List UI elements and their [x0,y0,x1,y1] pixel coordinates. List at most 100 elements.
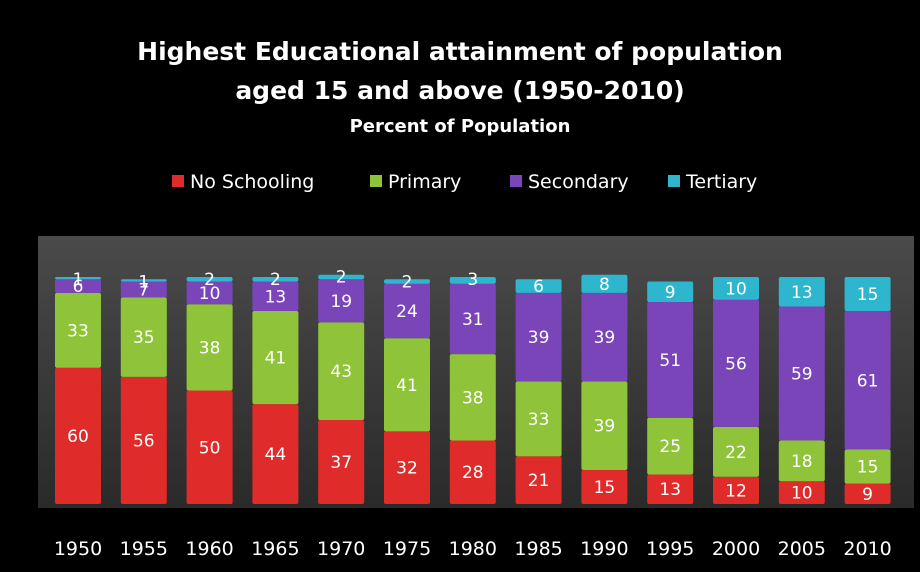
legend-swatch-tertiary [668,175,680,187]
bar-tertiary-1960 [186,277,233,282]
data-label-primary-1950: 33 [67,321,89,341]
data-label-tertiary-1985: 6 [533,277,544,297]
bar-secondary-1965 [252,281,299,312]
bar-primary-1960 [186,304,233,391]
data-label-secondary-2005: 59 [791,364,813,384]
data-label-primary-1985: 33 [528,410,550,430]
bar-secondary-1990 [581,292,628,382]
data-label-secondary-1980: 31 [462,310,484,330]
x-axis-ticks: 1950 1955 1960 1965 1970 1975 1980 1985 1990 1995… [54,538,892,560]
chart-title-line2: aged 15 and above (1950-2010) [235,76,684,105]
bar-no-schooling-2010 [844,483,891,504]
bar-secondary-1980 [449,283,496,355]
data-label-no-schooling-1975: 32 [396,459,418,479]
bar-no-schooling-1960 [186,390,233,504]
bar-no-schooling-1965 [252,404,299,504]
bar-tertiary-1950 [55,277,101,280]
data-label-primary-1980: 38 [462,388,484,408]
legend-item-no-schooling: No Schooling [172,171,314,193]
data-label-primary-2000: 22 [725,443,747,463]
data-label-tertiary-1980: 3 [467,270,478,290]
legend-label-tertiary: Tertiary [685,171,757,193]
data-label-secondary-1960: 10 [199,284,221,304]
x-tick-1975: 1975 [383,538,431,560]
bar-secondary-1960 [186,281,233,305]
data-label-secondary-1950: 6 [73,277,84,297]
x-tick-2005: 2005 [778,538,826,560]
bar-no-schooling-1955 [120,376,167,504]
data-label-primary-1965: 41 [265,349,287,369]
data-label-no-schooling-2000: 12 [725,481,747,501]
bar-primary-1980 [449,354,496,441]
data-label-secondary-1995: 51 [659,351,681,371]
data-label-no-schooling-1960: 50 [199,438,221,458]
data-label-no-schooling-1980: 28 [462,463,484,483]
legend-swatch-secondary [510,175,522,187]
data-label-tertiary-2010: 15 [857,285,879,305]
data-label-tertiary-1970: 2 [336,268,347,288]
x-tick-1960: 1960 [185,538,233,560]
data-label-primary-1955: 35 [133,328,155,348]
data-label-tertiary-1990: 8 [599,275,610,295]
x-tick-1990: 1990 [580,538,628,560]
legend-item-primary: Primary [370,171,461,193]
data-label-tertiary-1960: 2 [204,270,215,290]
bar-tertiary-2010 [844,277,891,312]
bar-primary-1995 [647,417,694,475]
legend-item-secondary: Secondary [510,171,629,193]
bar-tertiary-2000 [713,277,759,300]
legend-label-primary: Primary [388,171,461,193]
bars: 6033615635715038102444113237431923241242… [55,268,891,505]
bar-primary-1955 [120,297,167,377]
bar-secondary-1970 [318,279,365,323]
bar-no-schooling-1975 [384,431,430,504]
bar-secondary-1995 [647,301,694,418]
data-label-secondary-1970: 19 [330,292,352,312]
data-label-no-schooling-1970: 37 [330,453,352,473]
bar-secondary-2010 [844,311,891,450]
data-label-tertiary-1950: 1 [73,270,84,290]
data-label-primary-1970: 43 [330,362,352,382]
data-label-no-schooling-2010: 9 [862,485,873,505]
x-tick-1985: 1985 [514,538,562,560]
bar-primary-2000 [713,426,759,477]
bar-no-schooling-2005 [778,481,825,504]
bar-tertiary-1985 [515,279,562,293]
bar-no-schooling-1985 [515,456,562,504]
x-tick-2010: 2010 [843,538,891,560]
data-label-no-schooling-1950: 60 [67,427,89,447]
data-label-no-schooling-1955: 56 [133,431,155,451]
legend-label-secondary: Secondary [528,171,629,193]
bar-no-schooling-1950 [55,367,101,504]
data-label-tertiary-1995: 9 [665,283,676,303]
data-label-primary-1960: 38 [199,338,221,358]
bar-primary-1970 [318,322,365,421]
bar-secondary-1975 [384,283,430,339]
bar-primary-2005 [778,440,825,482]
bar-tertiary-1995 [647,281,694,302]
bar-tertiary-1970 [318,274,365,280]
bar-tertiary-1955 [120,279,167,282]
data-label-secondary-1975: 24 [396,302,418,322]
bar-secondary-1985 [515,292,562,382]
bar-primary-1990 [581,381,628,470]
x-tick-1970: 1970 [317,538,365,560]
chart-title: Highest Educational attainment of popula… [137,37,783,66]
data-label-tertiary-1975: 2 [402,272,413,292]
bar-primary-2010 [844,449,891,484]
data-label-no-schooling-2005: 10 [791,484,813,504]
data-label-tertiary-1965: 2 [270,270,281,290]
data-label-primary-1990: 39 [594,417,616,437]
x-tick-1950: 1950 [54,538,102,560]
data-label-primary-1995: 25 [659,437,681,457]
bar-no-schooling-1970 [318,420,365,504]
bar-primary-1985 [515,381,562,457]
data-label-secondary-2010: 61 [857,371,879,391]
data-label-primary-1975: 41 [396,376,418,396]
bar-tertiary-1975 [384,279,430,284]
bar-secondary-2000 [713,299,759,427]
bar-primary-1965 [252,311,299,405]
data-label-no-schooling-1995: 13 [659,480,681,500]
